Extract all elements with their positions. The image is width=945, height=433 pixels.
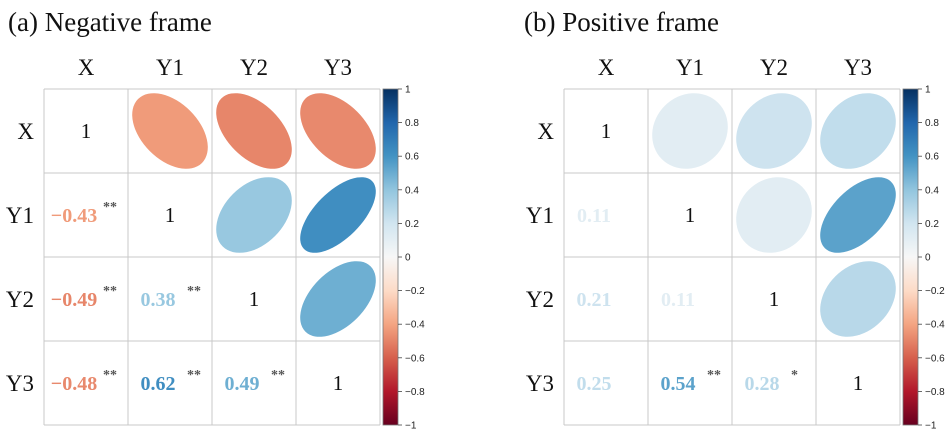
row-label: Y1 — [6, 203, 34, 228]
row-label: Y1 — [526, 203, 554, 228]
row-label: Y2 — [6, 287, 34, 312]
colorbar-tick-label: −0.6 — [925, 353, 945, 364]
colorbar-tick-label: 0.4 — [405, 185, 419, 196]
row-label: Y2 — [526, 287, 554, 312]
diagonal-value: 1 — [165, 203, 176, 227]
correlation-ellipse — [820, 93, 896, 169]
significance-marker: ** — [187, 284, 201, 299]
colorbar-tick-label: 0 — [925, 253, 931, 264]
column-label: X — [78, 55, 95, 80]
correlation-ellipse — [216, 177, 292, 253]
colorbar-tick-label: 0.2 — [925, 219, 939, 230]
column-label: Y1 — [676, 55, 704, 80]
correlation-ellipse — [216, 93, 292, 169]
correlation-label: −0.49 — [51, 289, 97, 311]
diagonal-value: 1 — [685, 203, 696, 227]
correlation-ellipse — [300, 177, 376, 253]
correlation-label: 0.11 — [577, 205, 611, 227]
correlation-label: 0.25 — [577, 373, 612, 395]
row-label: X — [17, 119, 34, 144]
colorbar — [382, 88, 399, 426]
column-label: Y2 — [240, 55, 268, 80]
diagonal-value: 1 — [81, 119, 92, 143]
colorbar-tick-label: 1 — [405, 85, 411, 96]
diagonal-value: 1 — [769, 287, 780, 311]
diagonal-value: 1 — [249, 287, 260, 311]
row-label: Y3 — [526, 371, 554, 396]
diagonal-value: 1 — [853, 371, 864, 395]
correlation-ellipse — [300, 261, 376, 337]
correlation-label: 0.11 — [661, 289, 695, 311]
significance-marker: ** — [187, 368, 201, 383]
correlation-ellipse — [132, 93, 208, 169]
correlation-label: −0.48 — [51, 373, 97, 395]
column-label: X — [598, 55, 615, 80]
colorbar-tick-label: −0.8 — [925, 387, 945, 398]
colorbar-tick-label: −0.6 — [405, 353, 425, 364]
significance-marker: ** — [707, 368, 721, 383]
correlation-ellipse — [820, 177, 896, 253]
correlation-label: 0.54 — [661, 373, 696, 395]
correlation-ellipse — [820, 261, 896, 337]
column-label: Y1 — [156, 55, 184, 80]
correlation-label: 0.49 — [225, 373, 260, 395]
colorbar-tick-label: −0.2 — [405, 286, 425, 297]
colorbar-tick-label: 0 — [405, 253, 411, 264]
colorbar-tick-label: 0.8 — [925, 118, 939, 129]
correlation-ellipse — [736, 177, 812, 253]
significance-marker: * — [791, 368, 798, 383]
correlation-ellipse — [736, 93, 812, 169]
correlation-label: 0.28 — [745, 373, 780, 395]
colorbar-tick-label: 0.2 — [405, 219, 419, 230]
column-label: Y3 — [844, 55, 872, 80]
colorbar-tick-label: 0.4 — [925, 185, 939, 196]
panel-negative-frame: (a) Negative frame X X Y1 Y1 Y2 Y2 Y3 Y3 1 1 1 1 −0… — [6, 7, 425, 432]
significance-marker: ** — [103, 284, 117, 299]
colorbar-tick-label: 0.6 — [405, 152, 419, 163]
colorbar-tick-label: −0.8 — [405, 387, 425, 398]
row-label: X — [537, 119, 554, 144]
diagonal-value: 1 — [333, 371, 344, 395]
colorbar-tick-label: −0.4 — [925, 320, 945, 331]
colorbar-tick-label: 0.6 — [925, 152, 939, 163]
significance-marker: ** — [103, 368, 117, 383]
panel-title: (a) Negative frame — [8, 7, 212, 37]
colorbar-tick-label: −0.2 — [925, 286, 945, 297]
colorbar-tick-label: −1 — [925, 421, 937, 432]
colorbar-tick-label: −1 — [405, 421, 417, 432]
colorbar — [902, 88, 919, 426]
colorbar-tick-label: 1 — [925, 85, 931, 96]
correlation-ellipse — [300, 93, 376, 169]
significance-marker: ** — [103, 200, 117, 215]
correlation-ellipse — [652, 93, 728, 169]
diagonal-value: 1 — [601, 119, 612, 143]
significance-marker: ** — [271, 368, 285, 383]
panel-title: (b) Positive frame — [524, 7, 719, 37]
correlation-label: 0.38 — [141, 289, 176, 311]
correlation-label: 0.21 — [577, 289, 612, 311]
column-label: Y3 — [324, 55, 352, 80]
panel-positive-frame: (b) Positive frame X X Y1 Y1 Y2 Y2 Y3 Y3 1 1 1 1 0.… — [524, 7, 945, 432]
colorbar-tick-label: −0.4 — [405, 320, 425, 331]
correlation-label: −0.43 — [51, 205, 97, 227]
correlation-label: 0.62 — [141, 373, 176, 395]
colorbar-tick-label: 0.8 — [405, 118, 419, 129]
row-label: Y3 — [6, 371, 34, 396]
column-label: Y2 — [760, 55, 788, 80]
